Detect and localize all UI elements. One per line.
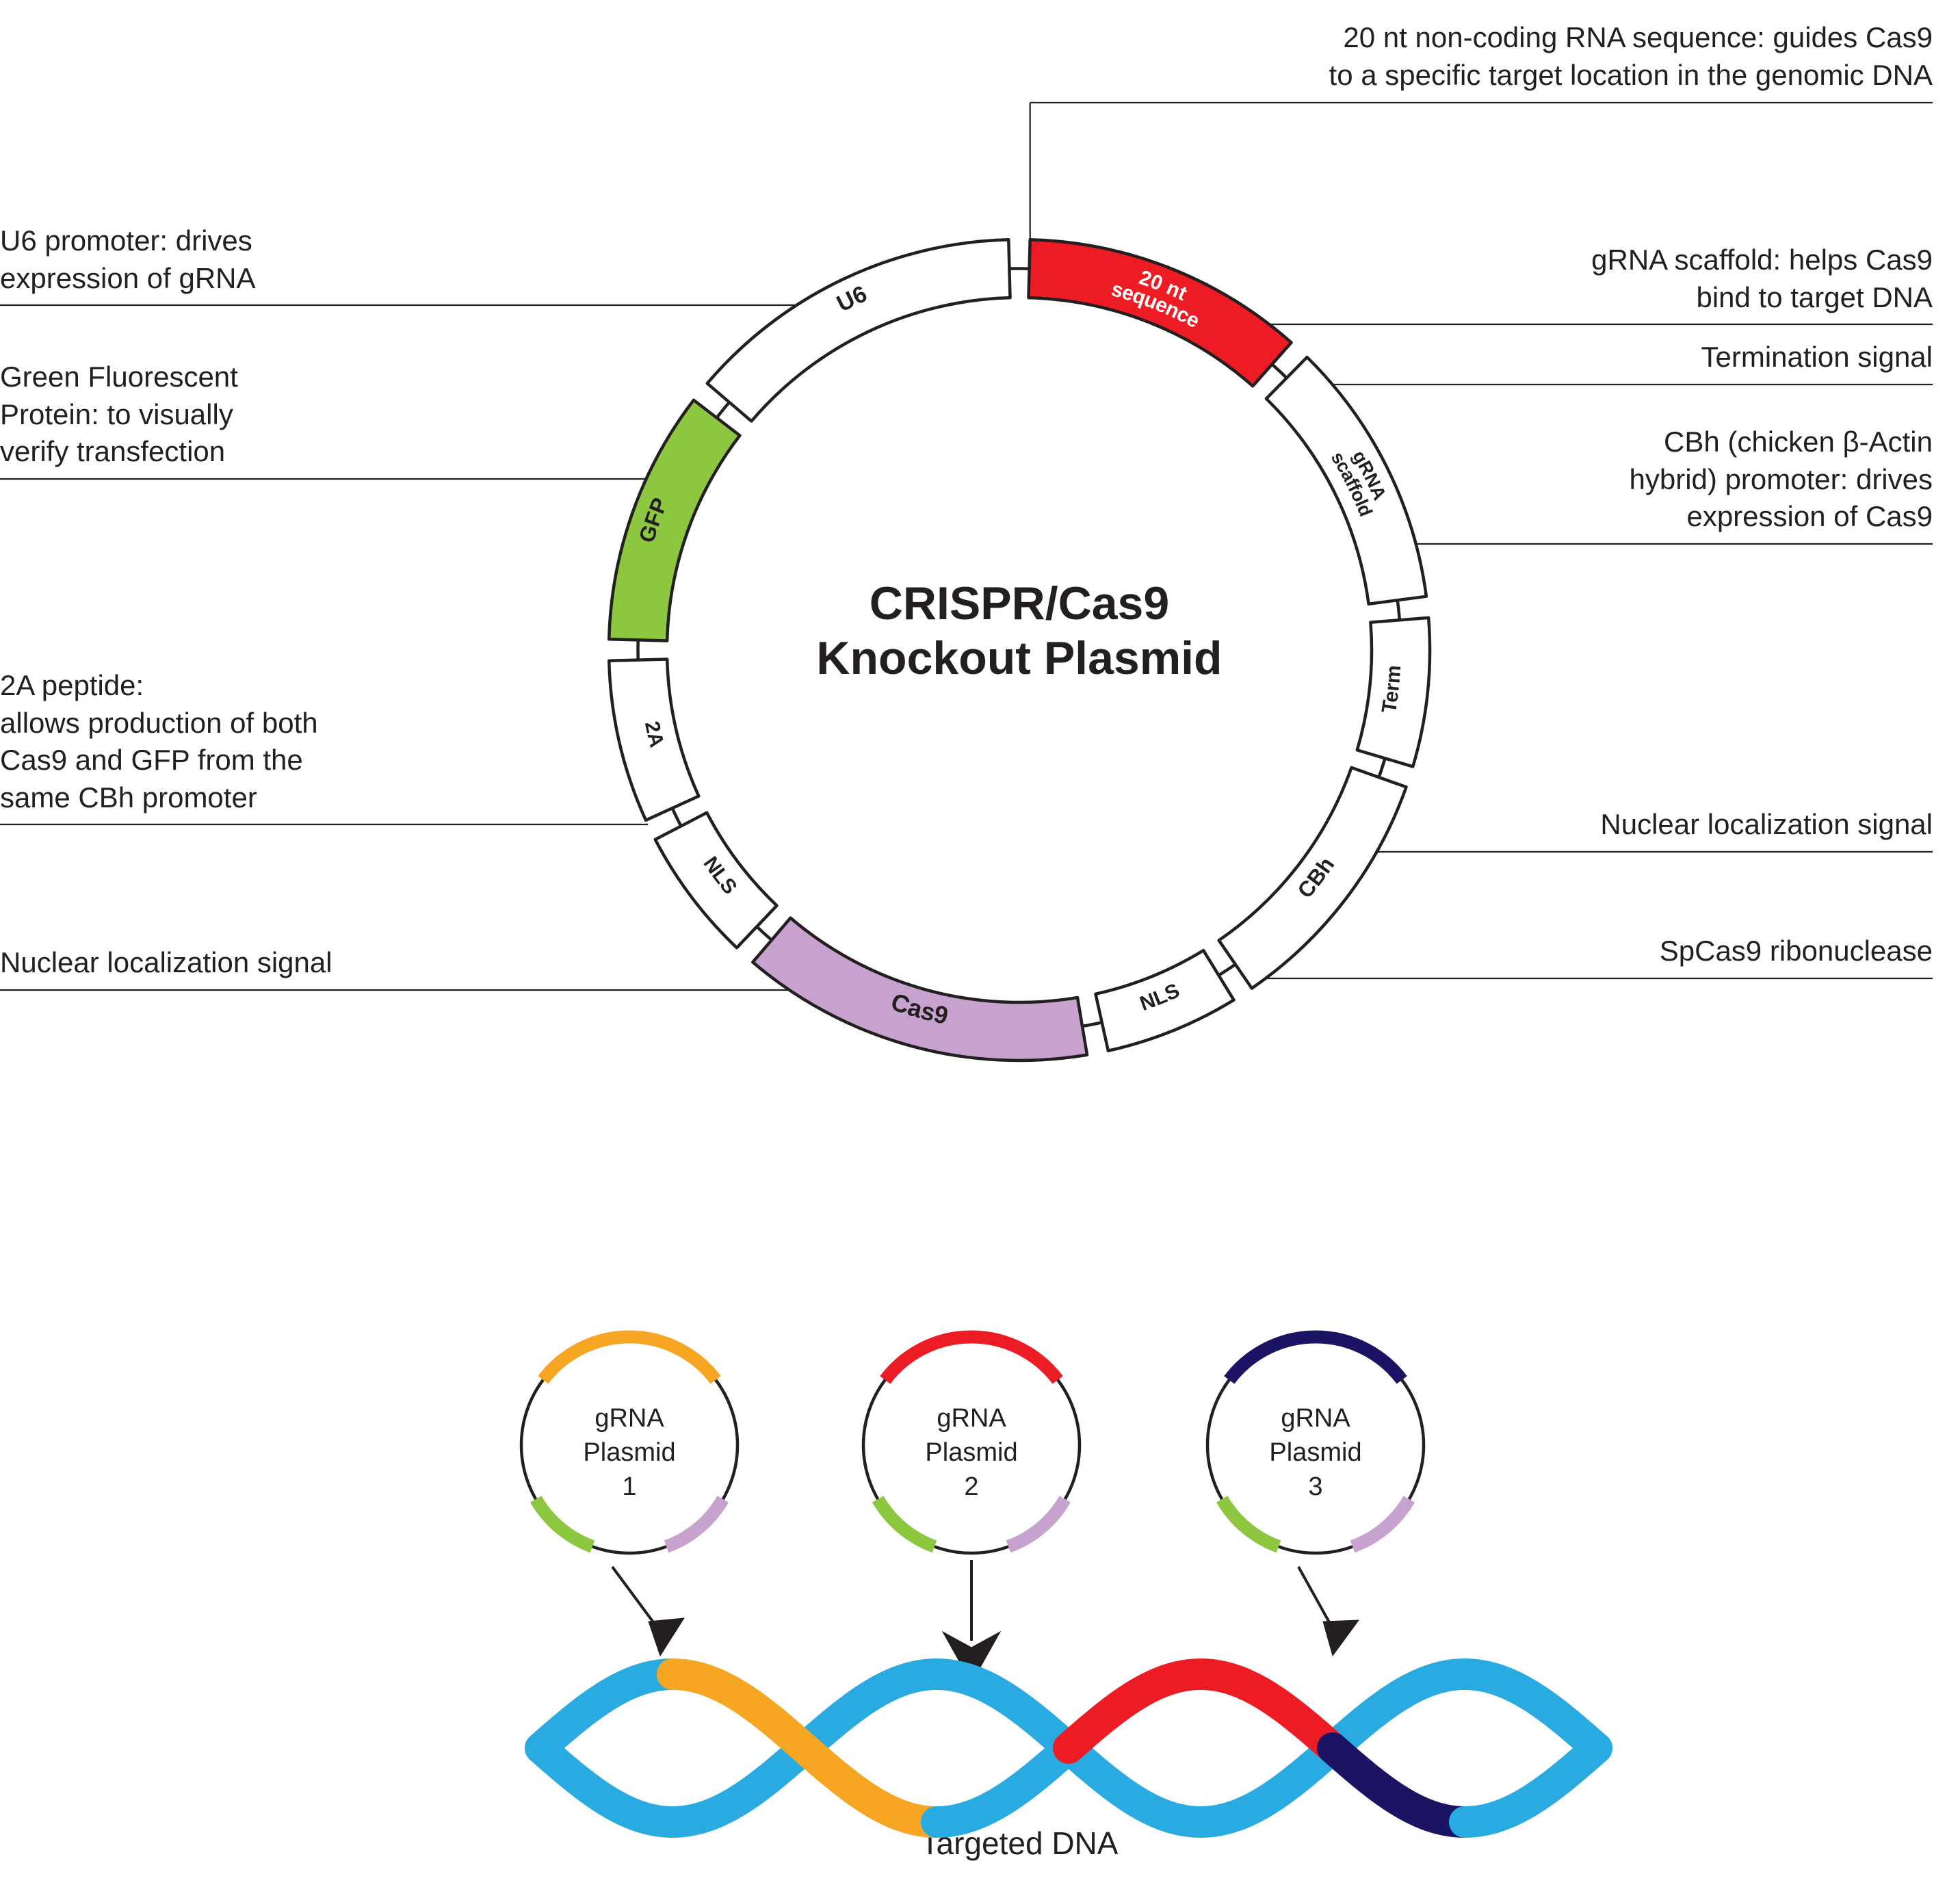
svg-text:1: 1 bbox=[622, 1472, 636, 1501]
svg-text:Plasmid: Plasmid bbox=[925, 1438, 1017, 1467]
svg-text:gRNA: gRNA bbox=[594, 1404, 664, 1433]
svg-text:gRNA: gRNA bbox=[937, 1404, 1006, 1433]
svg-text:2: 2 bbox=[964, 1472, 978, 1501]
svg-text:gRNA: gRNA bbox=[1281, 1404, 1350, 1433]
svg-text:3: 3 bbox=[1308, 1472, 1322, 1501]
svg-text:CRISPR/Cas9: CRISPR/Cas9 bbox=[870, 577, 1169, 629]
svg-text:Plasmid: Plasmid bbox=[1269, 1438, 1361, 1467]
svg-text:Knockout Plasmid: Knockout Plasmid bbox=[816, 632, 1222, 684]
svg-text:Plasmid: Plasmid bbox=[583, 1438, 675, 1467]
